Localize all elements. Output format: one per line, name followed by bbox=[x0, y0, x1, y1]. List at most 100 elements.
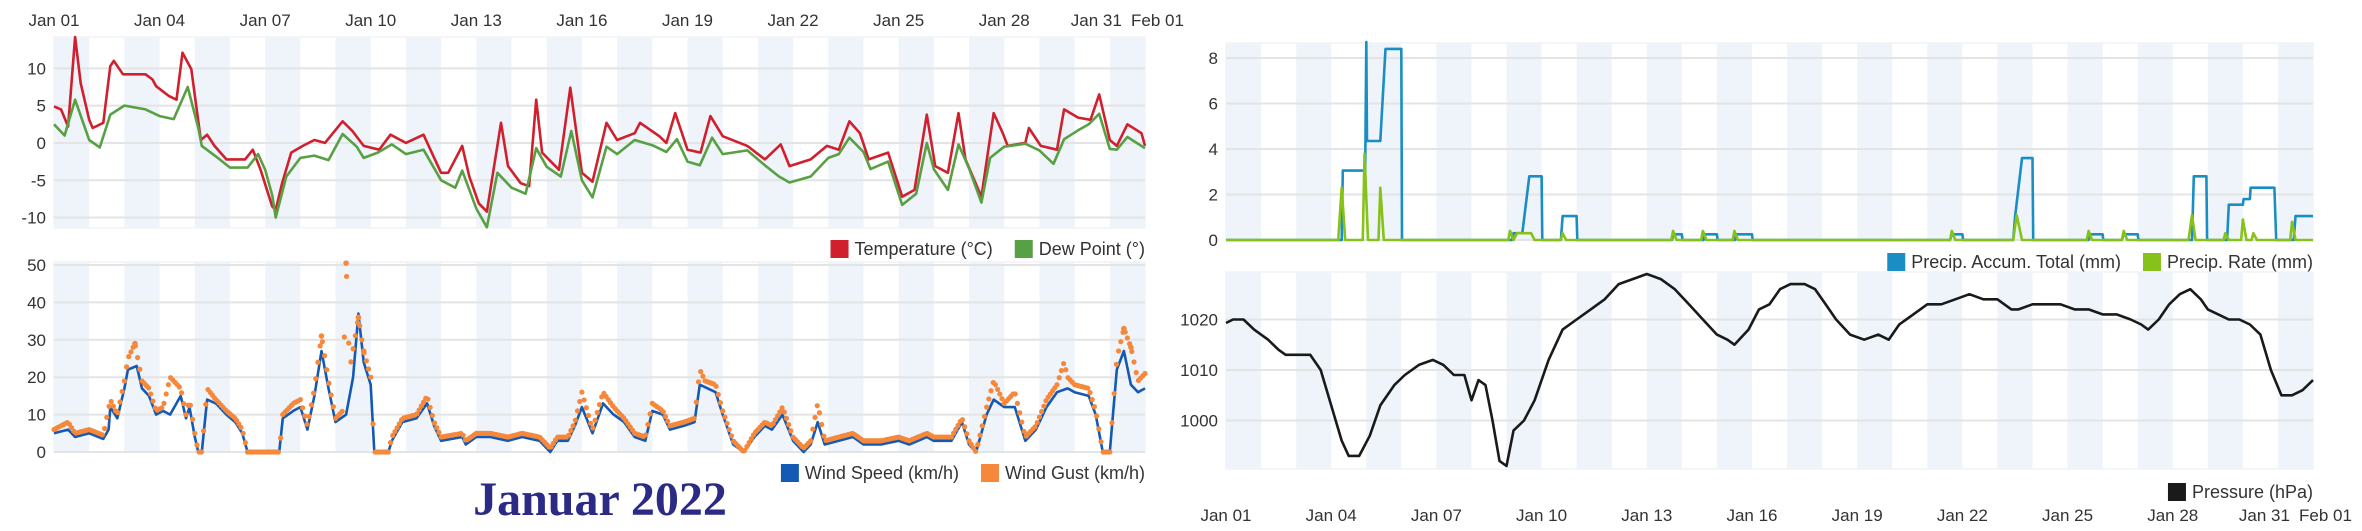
gust-point bbox=[429, 412, 435, 419]
gust-point bbox=[783, 415, 790, 421]
gust-point bbox=[1014, 400, 1021, 406]
gust-point bbox=[1034, 419, 1040, 426]
gust-point bbox=[786, 421, 792, 428]
gust-point bbox=[431, 420, 438, 426]
gust-point bbox=[427, 404, 433, 410]
gust-point bbox=[962, 424, 968, 430]
gust-point bbox=[1056, 375, 1062, 381]
gust-point bbox=[123, 364, 130, 370]
x-tick-label: Jan 01 bbox=[1200, 506, 1251, 525]
y-tick-label: 0 bbox=[1209, 231, 1218, 250]
gust-point bbox=[995, 386, 1001, 392]
day-band bbox=[1039, 37, 1075, 228]
y-tick-label: 20 bbox=[27, 368, 46, 387]
gust-point bbox=[460, 432, 466, 438]
gust-point bbox=[594, 409, 600, 416]
gust-point bbox=[691, 415, 697, 422]
x-tick-label: Jan 16 bbox=[1726, 506, 1777, 525]
x-tick-label: Jan 19 bbox=[1832, 506, 1883, 525]
legend-swatch bbox=[1014, 240, 1033, 258]
gust-point bbox=[187, 402, 193, 408]
gust-point bbox=[742, 447, 748, 454]
gust-point bbox=[695, 379, 702, 385]
gust-point bbox=[163, 391, 169, 397]
gust-point bbox=[343, 273, 350, 280]
gust-point bbox=[385, 449, 391, 455]
gust-point bbox=[788, 428, 794, 434]
gust-point bbox=[1039, 409, 1045, 415]
day-band bbox=[54, 262, 90, 452]
day-band bbox=[2137, 43, 2173, 240]
x-tick-label: Jan 10 bbox=[1516, 506, 1567, 525]
gust-point bbox=[728, 433, 735, 439]
x-tick-label: Jan 07 bbox=[1411, 506, 1462, 525]
day-band bbox=[2067, 43, 2103, 240]
x-tick-label: Jan 31 bbox=[2239, 506, 2290, 525]
series-line-pressure-hpa bbox=[1225, 272, 2314, 468]
gust-point bbox=[574, 408, 581, 414]
gust-point bbox=[744, 443, 750, 450]
gust-point bbox=[592, 417, 598, 423]
gust-point bbox=[566, 432, 572, 438]
gust-point bbox=[176, 384, 182, 390]
chart-pressure: 1000 1010 1020 Jan 01 Jan 04 Jan 07 Jan 10 Jan … bbox=[1180, 271, 2352, 525]
gust-point bbox=[357, 323, 363, 329]
gust-point bbox=[665, 418, 671, 424]
chart-wind: 0 10 20 30 40 50 Wind Gust (km/h) Wind Speed (k… bbox=[27, 256, 1148, 483]
gust-point bbox=[396, 421, 402, 427]
y-tick-label: 8 bbox=[1209, 49, 1218, 68]
gust-point bbox=[134, 354, 141, 361]
day-band bbox=[1226, 43, 1262, 240]
gust-point bbox=[772, 416, 779, 423]
gust-point bbox=[1107, 449, 1113, 455]
y-tick-label: 6 bbox=[1209, 95, 1218, 114]
gust-point bbox=[948, 434, 955, 440]
gust-point bbox=[1089, 397, 1095, 403]
legend-label: Temperature (°C) bbox=[855, 239, 993, 259]
x-tick-label: Jan 04 bbox=[134, 11, 185, 30]
gust-point bbox=[104, 414, 110, 421]
gust-point bbox=[339, 408, 345, 414]
gust-point bbox=[416, 407, 422, 413]
gust-point bbox=[1017, 410, 1023, 416]
x-tick-label: Jan 31 bbox=[1071, 11, 1122, 30]
gust-point bbox=[161, 400, 167, 406]
gust-point bbox=[200, 428, 207, 434]
day-band bbox=[1296, 43, 1332, 240]
gust-point bbox=[1058, 368, 1065, 374]
x-tick-label: Jan 22 bbox=[1937, 506, 1988, 525]
gust-point bbox=[1085, 385, 1091, 391]
gust-point bbox=[1021, 428, 1027, 435]
gust-point bbox=[299, 405, 306, 411]
legend-label: Dew Point (°) bbox=[1039, 239, 1145, 259]
gust-point bbox=[660, 409, 666, 415]
gust-point bbox=[583, 405, 589, 411]
gust-point bbox=[720, 408, 726, 414]
x-tick-label: Jan 13 bbox=[1621, 506, 1672, 525]
gust-point bbox=[183, 411, 189, 418]
day-band bbox=[476, 37, 512, 228]
gust-point bbox=[647, 411, 653, 417]
gust-point bbox=[418, 403, 424, 409]
x-tick-label: Jan 25 bbox=[2042, 506, 2093, 525]
gust-point bbox=[1142, 370, 1148, 377]
gust-point bbox=[662, 413, 669, 420]
gust-point bbox=[777, 409, 783, 415]
gust-point bbox=[387, 440, 394, 446]
y-tick-label: 10 bbox=[27, 59, 46, 78]
y-tick-label: 1010 bbox=[1180, 361, 1218, 380]
gust-point bbox=[181, 401, 187, 407]
gust-point bbox=[1091, 404, 1098, 410]
gust-point bbox=[319, 339, 325, 345]
gust-peak-point bbox=[318, 333, 325, 339]
gust-point bbox=[819, 421, 825, 428]
gust-point bbox=[310, 390, 317, 396]
gust-point bbox=[693, 399, 699, 405]
gust-point bbox=[568, 427, 574, 434]
gust-point bbox=[814, 403, 820, 409]
series-line-dew-point bbox=[53, 85, 1146, 229]
gust-point bbox=[570, 423, 576, 429]
chart-precipitation: 0 2 4 6 8 Precip. Rate (mm) Precip. Accum. Tot… bbox=[1209, 40, 2314, 272]
gust-point bbox=[1118, 339, 1124, 345]
gust-point bbox=[352, 333, 358, 339]
